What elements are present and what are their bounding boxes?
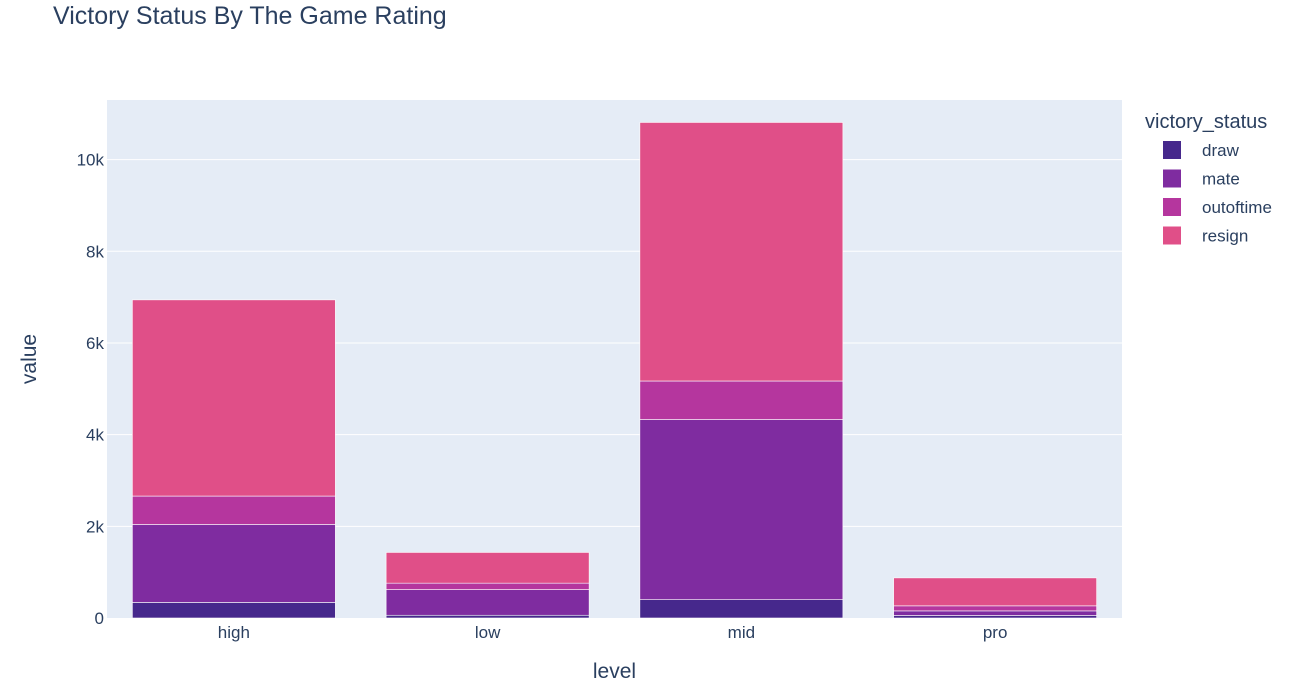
legend: victory_status draw mate outoftime resign bbox=[1145, 111, 1272, 246]
bar-low-outoftime bbox=[385, 582, 590, 590]
y-tick-label: 8k bbox=[86, 242, 104, 261]
chart-title: Victory Status By The Game Rating bbox=[53, 2, 447, 30]
bars bbox=[132, 122, 1097, 619]
x-tick-label: pro bbox=[983, 623, 1008, 642]
bar-mid-resign bbox=[639, 122, 844, 382]
bar-pro-resign bbox=[893, 577, 1097, 607]
y-tick-label: 4k bbox=[86, 426, 104, 445]
legend-label-draw: draw bbox=[1202, 141, 1240, 160]
bar-low-resign bbox=[385, 552, 590, 584]
y-axis-ticks: 0 2k 4k 6k 8k 10k bbox=[77, 151, 105, 628]
x-axis-title: level bbox=[593, 660, 636, 682]
bar-mid-outoftime bbox=[639, 380, 844, 420]
legend-swatch-resign bbox=[1163, 226, 1181, 245]
y-tick-label: 2k bbox=[86, 517, 104, 536]
bar-high-outoftime bbox=[132, 495, 336, 525]
bar-pro-draw bbox=[893, 615, 1097, 619]
x-tick-label: mid bbox=[728, 623, 755, 642]
y-tick-label: 6k bbox=[86, 334, 104, 353]
legend-label-mate: mate bbox=[1202, 170, 1240, 189]
bar-mid-mate bbox=[639, 419, 844, 600]
bar-mid-draw bbox=[639, 599, 844, 619]
bar-high-draw bbox=[132, 602, 336, 619]
bar-pro-outoftime bbox=[893, 605, 1097, 612]
bar-low-draw bbox=[385, 614, 590, 619]
y-tick-label: 10k bbox=[77, 151, 105, 170]
bar-pro-mate bbox=[893, 610, 1097, 616]
legend-swatch-outoftime bbox=[1163, 198, 1181, 216]
x-tick-label: high bbox=[218, 623, 250, 642]
bar-high-mate bbox=[132, 524, 336, 603]
bar-high-resign bbox=[132, 299, 336, 497]
y-axis-title: value bbox=[18, 334, 41, 384]
x-axis-ticks: high low mid pro bbox=[218, 623, 1008, 642]
legend-label-outoftime: outoftime bbox=[1202, 198, 1272, 217]
bar-low-mate bbox=[385, 589, 590, 616]
legend-title: victory_status bbox=[1145, 111, 1267, 133]
legend-swatch-draw bbox=[1163, 141, 1181, 159]
x-tick-label: low bbox=[475, 623, 501, 642]
legend-label-resign: resign bbox=[1202, 227, 1248, 246]
y-tick-label: 0 bbox=[95, 609, 104, 628]
legend-swatch-mate bbox=[1163, 169, 1181, 188]
